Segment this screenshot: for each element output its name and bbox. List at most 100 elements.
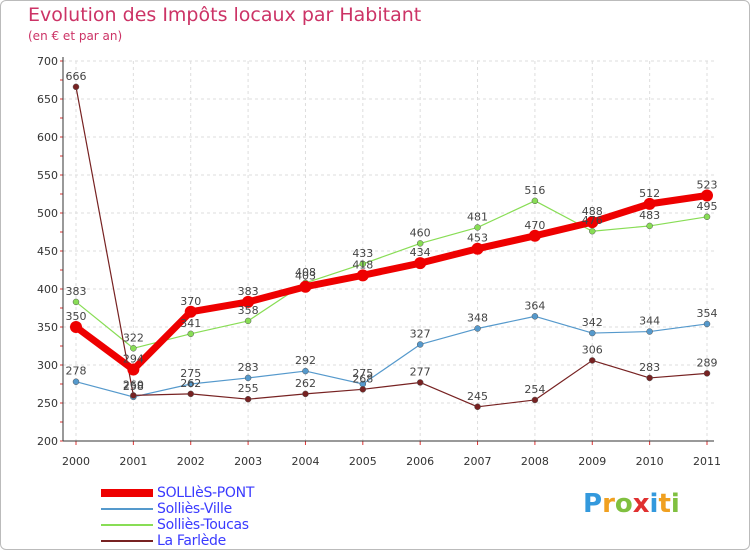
legend-label: SOLLIèS-PONT (157, 485, 255, 501)
data-point-la-farlede (130, 392, 137, 399)
data-point-la-farlede (72, 83, 80, 91)
legend-label: Solliès-Ville (157, 501, 232, 517)
y-tick-label: 500 (37, 207, 58, 220)
data-point-sollies-pont (184, 305, 197, 318)
y-tick-label: 650 (37, 93, 58, 106)
data-label-sollies-toucas: 495 (697, 200, 718, 213)
y-tick-label: 600 (37, 131, 58, 144)
data-label-la-farlede: 268 (352, 372, 373, 385)
data-label-sollies-toucas: 483 (639, 209, 660, 222)
data-label-la-farlede: 254 (524, 383, 545, 396)
data-point-sollies-pont (586, 216, 599, 229)
legend-swatch (101, 540, 153, 542)
data-label-sollies-pont: 523 (697, 179, 718, 192)
data-point-sollies-toucas (646, 222, 653, 230)
data-label-la-farlede: 277 (410, 365, 431, 378)
data-label-sollies-ville: 275 (180, 367, 201, 380)
grid (63, 60, 714, 442)
data-point-sollies-pont (127, 363, 140, 376)
data-point-la-farlede (703, 370, 711, 377)
logo-letter: x (632, 489, 650, 519)
x-tick-label: 2004 (291, 455, 319, 468)
data-point-sollies-ville (72, 378, 80, 385)
legend-swatch (101, 489, 153, 497)
data-label-sollies-ville: 283 (238, 361, 259, 374)
data-point-sollies-pont (471, 242, 484, 255)
logo-letter: t (658, 489, 671, 519)
data-labels: 350 294 370 383 403 418 434 453 470 488 512 523 278 2… (66, 70, 718, 403)
logo-letter: o (614, 489, 633, 519)
data-point-la-farlede (531, 396, 539, 404)
data-point-sollies-ville (244, 374, 252, 382)
data-label-sollies-toucas: 476 (582, 214, 603, 227)
data-label-la-farlede: 255 (238, 382, 259, 395)
chart-subtitle: (en € et par an) (28, 29, 123, 43)
data-label-sollies-toucas: 341 (180, 317, 201, 330)
series-lines (70, 83, 713, 411)
data-point-la-farlede (359, 386, 367, 393)
x-tick-label: 2009 (578, 455, 606, 468)
data-point-la-farlede (474, 403, 481, 411)
legend-swatch (101, 508, 153, 510)
proxiti-logo: Proxiti (583, 489, 680, 519)
data-label-sollies-ville: 348 (467, 312, 488, 325)
data-point-la-farlede (589, 357, 596, 364)
data-label-sollies-pont: 294 (123, 353, 144, 366)
data-point-sollies-pont (414, 257, 427, 270)
x-tick-label: 2003 (234, 455, 262, 468)
y-tick-label: 250 (37, 397, 58, 410)
data-point-la-farlede (416, 379, 424, 386)
x-tick-label: 2008 (521, 455, 549, 468)
data-label-la-farlede: 260 (123, 378, 144, 391)
data-point-sollies-ville (187, 380, 194, 388)
data-label-sollies-pont: 403 (295, 270, 316, 283)
data-label-sollies-toucas: 322 (123, 331, 144, 344)
data-point-la-farlede (302, 390, 309, 398)
data-label-la-farlede: 283 (639, 361, 660, 374)
x-tick-label: 2011 (693, 455, 721, 468)
x-tick-label: 2002 (177, 455, 205, 468)
data-point-sollies-ville (703, 320, 711, 328)
data-point-sollies-pont (701, 189, 713, 202)
legend-label: La Farlède (157, 533, 226, 549)
data-point-sollies-ville (531, 313, 539, 320)
legend-item-sollies-pont: SOLLIèS-PONT (101, 485, 254, 501)
data-label-sollies-ville: 275 (352, 367, 373, 380)
data-point-sollies-ville (416, 341, 424, 348)
legend-item-sollies-toucas: Solliès-Toucas (101, 517, 249, 533)
data-point-sollies-pont (299, 280, 312, 293)
data-point-la-farlede (187, 390, 194, 398)
series-line-sollies-pont (73, 192, 708, 374)
data-label-la-farlede: 306 (582, 343, 603, 356)
logo-letter: r (602, 489, 615, 519)
data-label-sollies-pont: 470 (524, 219, 545, 232)
data-label-la-farlede: 289 (697, 356, 718, 369)
data-label-sollies-ville: 327 (410, 327, 431, 340)
data-point-la-farlede (244, 395, 252, 403)
series-line-la-farlede (75, 86, 708, 408)
data-label-sollies-toucas: 408 (295, 266, 316, 279)
x-tick-label: 2010 (636, 455, 664, 468)
x-tick-label: 2001 (119, 455, 147, 468)
data-point-sollies-pont (70, 321, 82, 333)
data-label-sollies-ville: 354 (697, 307, 718, 320)
data-label-sollies-toucas: 383 (66, 285, 87, 298)
y-tick-label: 550 (37, 169, 58, 182)
data-label-la-farlede: 245 (467, 390, 488, 403)
x-tick-label: 2007 (464, 455, 492, 468)
y-tick-label: 350 (37, 321, 58, 334)
logo-letter: P (583, 489, 603, 519)
data-point-sollies-pont (643, 197, 656, 210)
data-point-sollies-ville (474, 325, 481, 332)
data-label-la-farlede: 262 (295, 377, 316, 390)
data-point-sollies-toucas (703, 213, 711, 221)
x-tick-label: 2000 (62, 455, 90, 468)
y-tick-label: 400 (37, 283, 58, 296)
series-line-sollies-toucas (75, 200, 708, 349)
legend-item-la-farlede: La Farlède (101, 533, 226, 549)
data-point-sollies-toucas (244, 317, 252, 325)
data-label-sollies-pont: 370 (180, 295, 201, 308)
data-point-sollies-toucas (72, 298, 80, 306)
